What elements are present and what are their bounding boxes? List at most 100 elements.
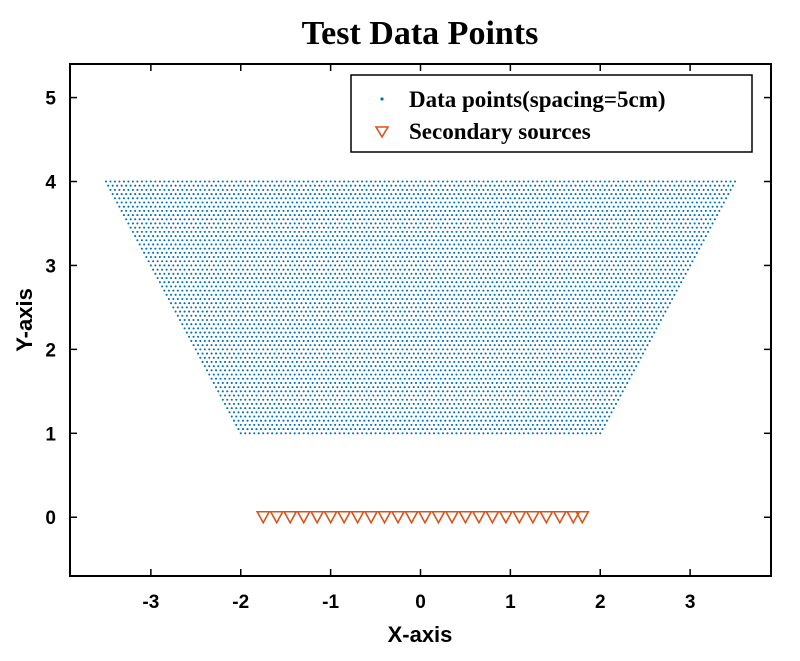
data-point	[626, 373, 629, 376]
data-point	[471, 327, 474, 330]
data-point	[513, 297, 516, 301]
data-point	[635, 247, 638, 250]
data-point	[628, 260, 631, 263]
data-point	[614, 394, 618, 397]
data-point	[680, 239, 683, 242]
data-point	[462, 235, 465, 238]
data-point	[217, 272, 220, 275]
data-point	[223, 377, 227, 380]
data-point	[399, 243, 402, 246]
data-point	[677, 243, 680, 246]
data-point	[525, 386, 528, 389]
data-point	[345, 260, 348, 263]
data-point	[525, 327, 528, 330]
data-point	[316, 373, 319, 376]
data-point	[587, 243, 591, 246]
data-point	[543, 276, 546, 280]
data-point	[594, 390, 597, 393]
data-point	[464, 398, 467, 401]
data-point	[347, 339, 350, 343]
data-point	[632, 293, 635, 296]
data-point	[345, 352, 348, 355]
data-point	[617, 289, 620, 292]
data-point	[437, 407, 440, 410]
data-point	[536, 381, 539, 385]
data-point	[250, 302, 254, 305]
data-point	[405, 398, 409, 401]
data-point	[156, 243, 159, 246]
data-point	[502, 251, 505, 254]
data-point	[396, 365, 400, 368]
data-point	[170, 243, 173, 246]
data-point	[498, 293, 501, 296]
data-point	[605, 369, 609, 372]
data-point	[567, 365, 570, 368]
data-point	[545, 373, 548, 376]
data-point	[545, 264, 548, 267]
data-point	[466, 377, 469, 380]
data-point	[439, 335, 442, 338]
data-point	[428, 381, 431, 385]
data-point	[383, 407, 386, 410]
data-point	[536, 415, 539, 418]
data-point	[417, 310, 420, 313]
data-point	[612, 323, 615, 326]
data-point	[149, 239, 152, 242]
data-point	[210, 377, 213, 380]
data-point	[477, 415, 480, 418]
data-point	[250, 369, 254, 372]
data-point	[361, 314, 364, 317]
data-point	[628, 344, 631, 347]
data-point	[536, 407, 539, 410]
data-point	[210, 335, 213, 338]
data-point	[477, 432, 480, 435]
data-point	[361, 415, 364, 418]
data-point	[527, 398, 530, 401]
data-point	[327, 327, 330, 330]
data-point	[345, 344, 348, 347]
data-point	[408, 428, 411, 431]
data-point	[621, 247, 624, 250]
data-point	[192, 335, 195, 338]
data-point	[226, 356, 229, 359]
data-point	[421, 419, 424, 422]
data-point	[430, 419, 433, 422]
data-point	[529, 251, 532, 254]
data-point	[480, 327, 483, 330]
data-point	[565, 260, 568, 263]
data-point	[376, 352, 379, 355]
data-point	[475, 386, 478, 389]
data-point	[255, 369, 258, 372]
data-point	[212, 381, 215, 385]
data-point	[495, 373, 498, 376]
data-point	[444, 268, 447, 271]
data-point	[585, 323, 588, 326]
data-point	[365, 297, 368, 301]
data-point	[241, 335, 245, 338]
data-point	[361, 272, 364, 275]
data-point	[259, 310, 263, 313]
data-point	[262, 289, 265, 292]
data-point	[554, 390, 557, 393]
data-point	[527, 323, 530, 326]
data-point	[197, 268, 200, 271]
data-point	[504, 255, 507, 259]
data-point	[327, 260, 330, 263]
data-point	[511, 251, 514, 254]
data-point	[628, 335, 631, 338]
data-point	[583, 344, 586, 347]
data-point	[502, 344, 505, 347]
data-point	[370, 423, 373, 426]
data-point	[439, 369, 442, 372]
data-point	[336, 419, 339, 422]
data-point	[484, 243, 487, 246]
data-point	[596, 243, 600, 246]
data-point	[349, 386, 352, 389]
data-point	[554, 264, 557, 267]
data-point	[374, 407, 377, 410]
data-point	[286, 428, 289, 431]
data-point	[190, 323, 193, 326]
data-point	[671, 264, 674, 267]
data-point	[495, 289, 498, 292]
data-point	[320, 365, 323, 368]
